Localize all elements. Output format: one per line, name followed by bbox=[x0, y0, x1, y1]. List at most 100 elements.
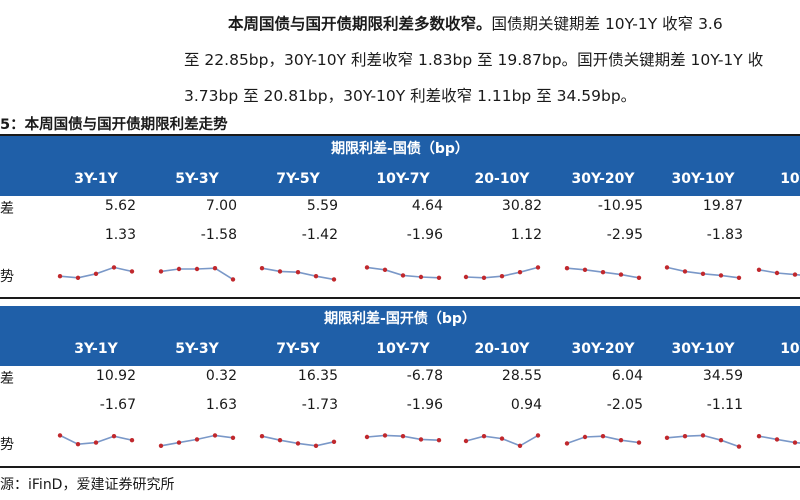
spread-value: 28.55 bbox=[501, 368, 542, 384]
sparkline-point bbox=[774, 270, 780, 276]
sparkline-point bbox=[718, 273, 724, 278]
paragraph-line-2: 至 22.85bp，30Y-10Y 利差收窄 1.83bp 至 19.87bp。… bbox=[184, 51, 764, 69]
sparkline-point bbox=[517, 443, 523, 448]
sparkline-point bbox=[736, 444, 742, 449]
table-title-treasury: 期限利差-国债（bp） bbox=[0, 136, 800, 162]
sparkline-point bbox=[176, 440, 182, 445]
column-header: 7Y-5Y bbox=[276, 341, 320, 357]
column-header: 10Y bbox=[780, 341, 800, 357]
sparkline-point bbox=[618, 438, 624, 443]
sparkline-point bbox=[436, 438, 442, 443]
sparkline-point bbox=[499, 274, 505, 279]
trend-sparkline bbox=[756, 267, 800, 277]
change-value: -1.96 bbox=[406, 227, 443, 243]
row-label-spread: 差 bbox=[0, 201, 14, 217]
column-header: 20-10Y bbox=[474, 341, 530, 357]
column-header: 30Y-20Y bbox=[571, 341, 635, 357]
trend-sparkline bbox=[57, 265, 135, 280]
sparkline-point bbox=[230, 435, 236, 440]
spread-value: -6.78 bbox=[406, 368, 443, 384]
sparkline-point bbox=[158, 269, 164, 274]
sparkline-point bbox=[75, 442, 81, 447]
table-header-treasury: 3Y-1Y 5Y-3Y 7Y-5Y 10Y-7Y 20-10Y 30Y-20Y 30Y-10… bbox=[0, 162, 800, 196]
spread-value: 19.87 bbox=[702, 198, 743, 214]
paragraph-lead: 本周国债与国开债期限利差多数收窄。 bbox=[228, 15, 492, 33]
trend-sparkline bbox=[57, 433, 135, 447]
sparkline-point bbox=[564, 266, 570, 271]
row-label-trend: 势 bbox=[0, 269, 14, 285]
sparkline-point bbox=[93, 440, 99, 445]
sparkline-point bbox=[331, 277, 337, 282]
sparkline-point bbox=[682, 269, 688, 274]
sparkline-point bbox=[259, 434, 265, 439]
column-header: 10Y bbox=[780, 171, 800, 187]
sparkline-point bbox=[313, 274, 319, 279]
sparkline-point bbox=[194, 266, 200, 272]
paragraph-line-3: 3.73bp 至 20.81bp，30Y-10Y 利差收窄 1.11bp 至 3… bbox=[184, 87, 637, 105]
row-label-spread-cdb: 差 bbox=[0, 371, 14, 387]
column-header: 3Y-1Y bbox=[74, 171, 118, 187]
source-note: 源：iFinD，爱建证券研究所 bbox=[0, 477, 175, 493]
sparkline-point bbox=[535, 433, 541, 438]
spread-value: 10.92 bbox=[95, 368, 136, 384]
trend-sparkline bbox=[158, 266, 236, 282]
sparkline-point bbox=[176, 266, 182, 272]
sparkline-point bbox=[364, 265, 370, 270]
trend-sparkline bbox=[463, 265, 541, 280]
column-header: 5Y-3Y bbox=[175, 171, 219, 187]
sparkline-point bbox=[57, 433, 63, 438]
sparkline-point bbox=[313, 443, 319, 448]
sparkline-point bbox=[158, 443, 164, 448]
sparkline-point bbox=[463, 438, 469, 444]
column-header: 7Y-5Y bbox=[276, 171, 320, 187]
change-value: 1.33 bbox=[104, 227, 136, 243]
sparkline-point bbox=[756, 267, 762, 272]
sparkline-point bbox=[57, 274, 63, 279]
trend-sparkline bbox=[564, 266, 642, 280]
sparkline-point bbox=[774, 437, 780, 442]
sparkline-point bbox=[212, 433, 218, 438]
sparkline-point bbox=[664, 435, 670, 440]
change-value: -1.42 bbox=[301, 227, 338, 243]
sparkline-point bbox=[129, 438, 135, 443]
spread-value: -10.95 bbox=[597, 198, 643, 214]
sparkline-point bbox=[364, 434, 370, 440]
sparkline-point bbox=[295, 270, 301, 275]
sparkline-point bbox=[295, 441, 301, 446]
sparkline-point bbox=[93, 271, 99, 276]
trend-sparkline bbox=[364, 265, 442, 280]
sparkline-point bbox=[756, 434, 762, 439]
trend-sparkline bbox=[564, 434, 642, 446]
sparkline-point bbox=[582, 267, 588, 272]
trend-sparkline bbox=[664, 265, 742, 280]
sparkline-point bbox=[400, 273, 406, 278]
spread-value: 7.00 bbox=[205, 198, 237, 214]
change-value: -1.96 bbox=[406, 397, 443, 413]
change-value: -1.58 bbox=[200, 227, 237, 243]
trend-sparkline bbox=[364, 433, 442, 443]
paragraph-line-1-text: 国债期关键期差 10Y-1Y 收窄 3.6 bbox=[491, 15, 723, 33]
column-header: 10Y-7Y bbox=[376, 171, 430, 187]
spread-value: 4.64 bbox=[411, 198, 443, 214]
paragraph-line-1: 本周国债与国开债期限利差多数收窄。国债期关键期差 10Y-1Y 收窄 3.6 bbox=[228, 12, 800, 34]
bottom-divider bbox=[0, 466, 800, 468]
top-divider bbox=[0, 134, 800, 136]
table-header-cdb: 3Y-1Y 5Y-3Y 7Y-5Y 10Y-7Y 20-10Y 30Y-20Y 30Y-10… bbox=[0, 332, 800, 366]
trend-sparkline bbox=[463, 433, 541, 448]
change-value: -1.73 bbox=[301, 397, 338, 413]
column-header: 30Y-10Y bbox=[671, 341, 735, 357]
sparkline-point bbox=[382, 433, 388, 438]
sparkline-point bbox=[700, 433, 706, 438]
change-value: 1.63 bbox=[205, 397, 237, 413]
spread-value: 30.82 bbox=[501, 198, 542, 214]
sparkline-point bbox=[277, 269, 283, 274]
trend-sparkline bbox=[259, 266, 337, 282]
sparkline-point bbox=[600, 434, 606, 439]
sparkline-point bbox=[400, 434, 406, 439]
sparkline-point bbox=[564, 441, 570, 446]
sparkline-point bbox=[792, 272, 798, 277]
sparkline-point bbox=[481, 275, 487, 280]
sparkline-point bbox=[481, 434, 487, 439]
sparkline-point bbox=[418, 274, 424, 280]
mid-divider bbox=[0, 297, 800, 299]
